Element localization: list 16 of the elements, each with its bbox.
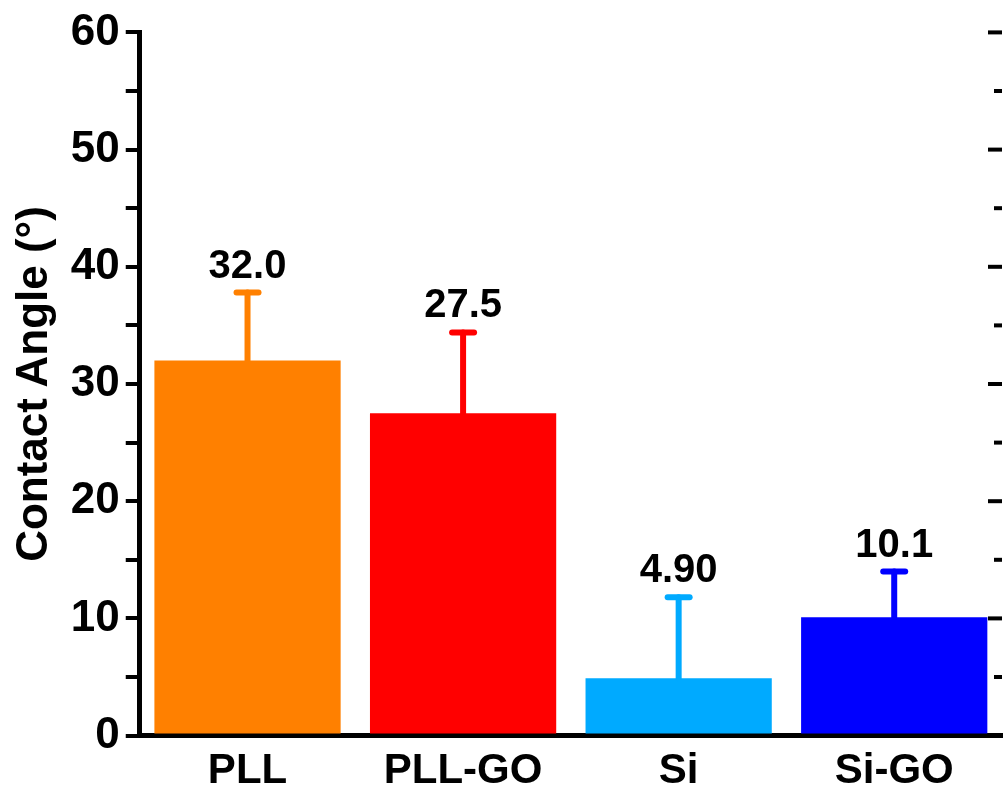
x-tick-label: PLL-GO (383, 745, 543, 793)
x-tick-label: Si-GO (834, 745, 954, 793)
y-tick-label: 10 (70, 590, 120, 640)
x-tick-label: PLL (207, 745, 288, 793)
data-label: 10.1 (855, 520, 934, 565)
y-tick-label: 30 (70, 356, 120, 406)
y-tick-label: 50 (70, 121, 120, 171)
x-tick-label: Si (658, 745, 699, 793)
y-tick-label: 0 (95, 707, 120, 757)
data-label: 27.5 (424, 281, 503, 326)
y-axis-title: Contact Angle (°) (6, 206, 56, 562)
data-label: 4.90 (639, 546, 718, 591)
y-tick-label: 40 (70, 238, 120, 288)
data-label: 32.0 (208, 241, 287, 286)
y-tick-label: 20 (70, 473, 120, 523)
y-tick-label: 60 (70, 4, 120, 54)
